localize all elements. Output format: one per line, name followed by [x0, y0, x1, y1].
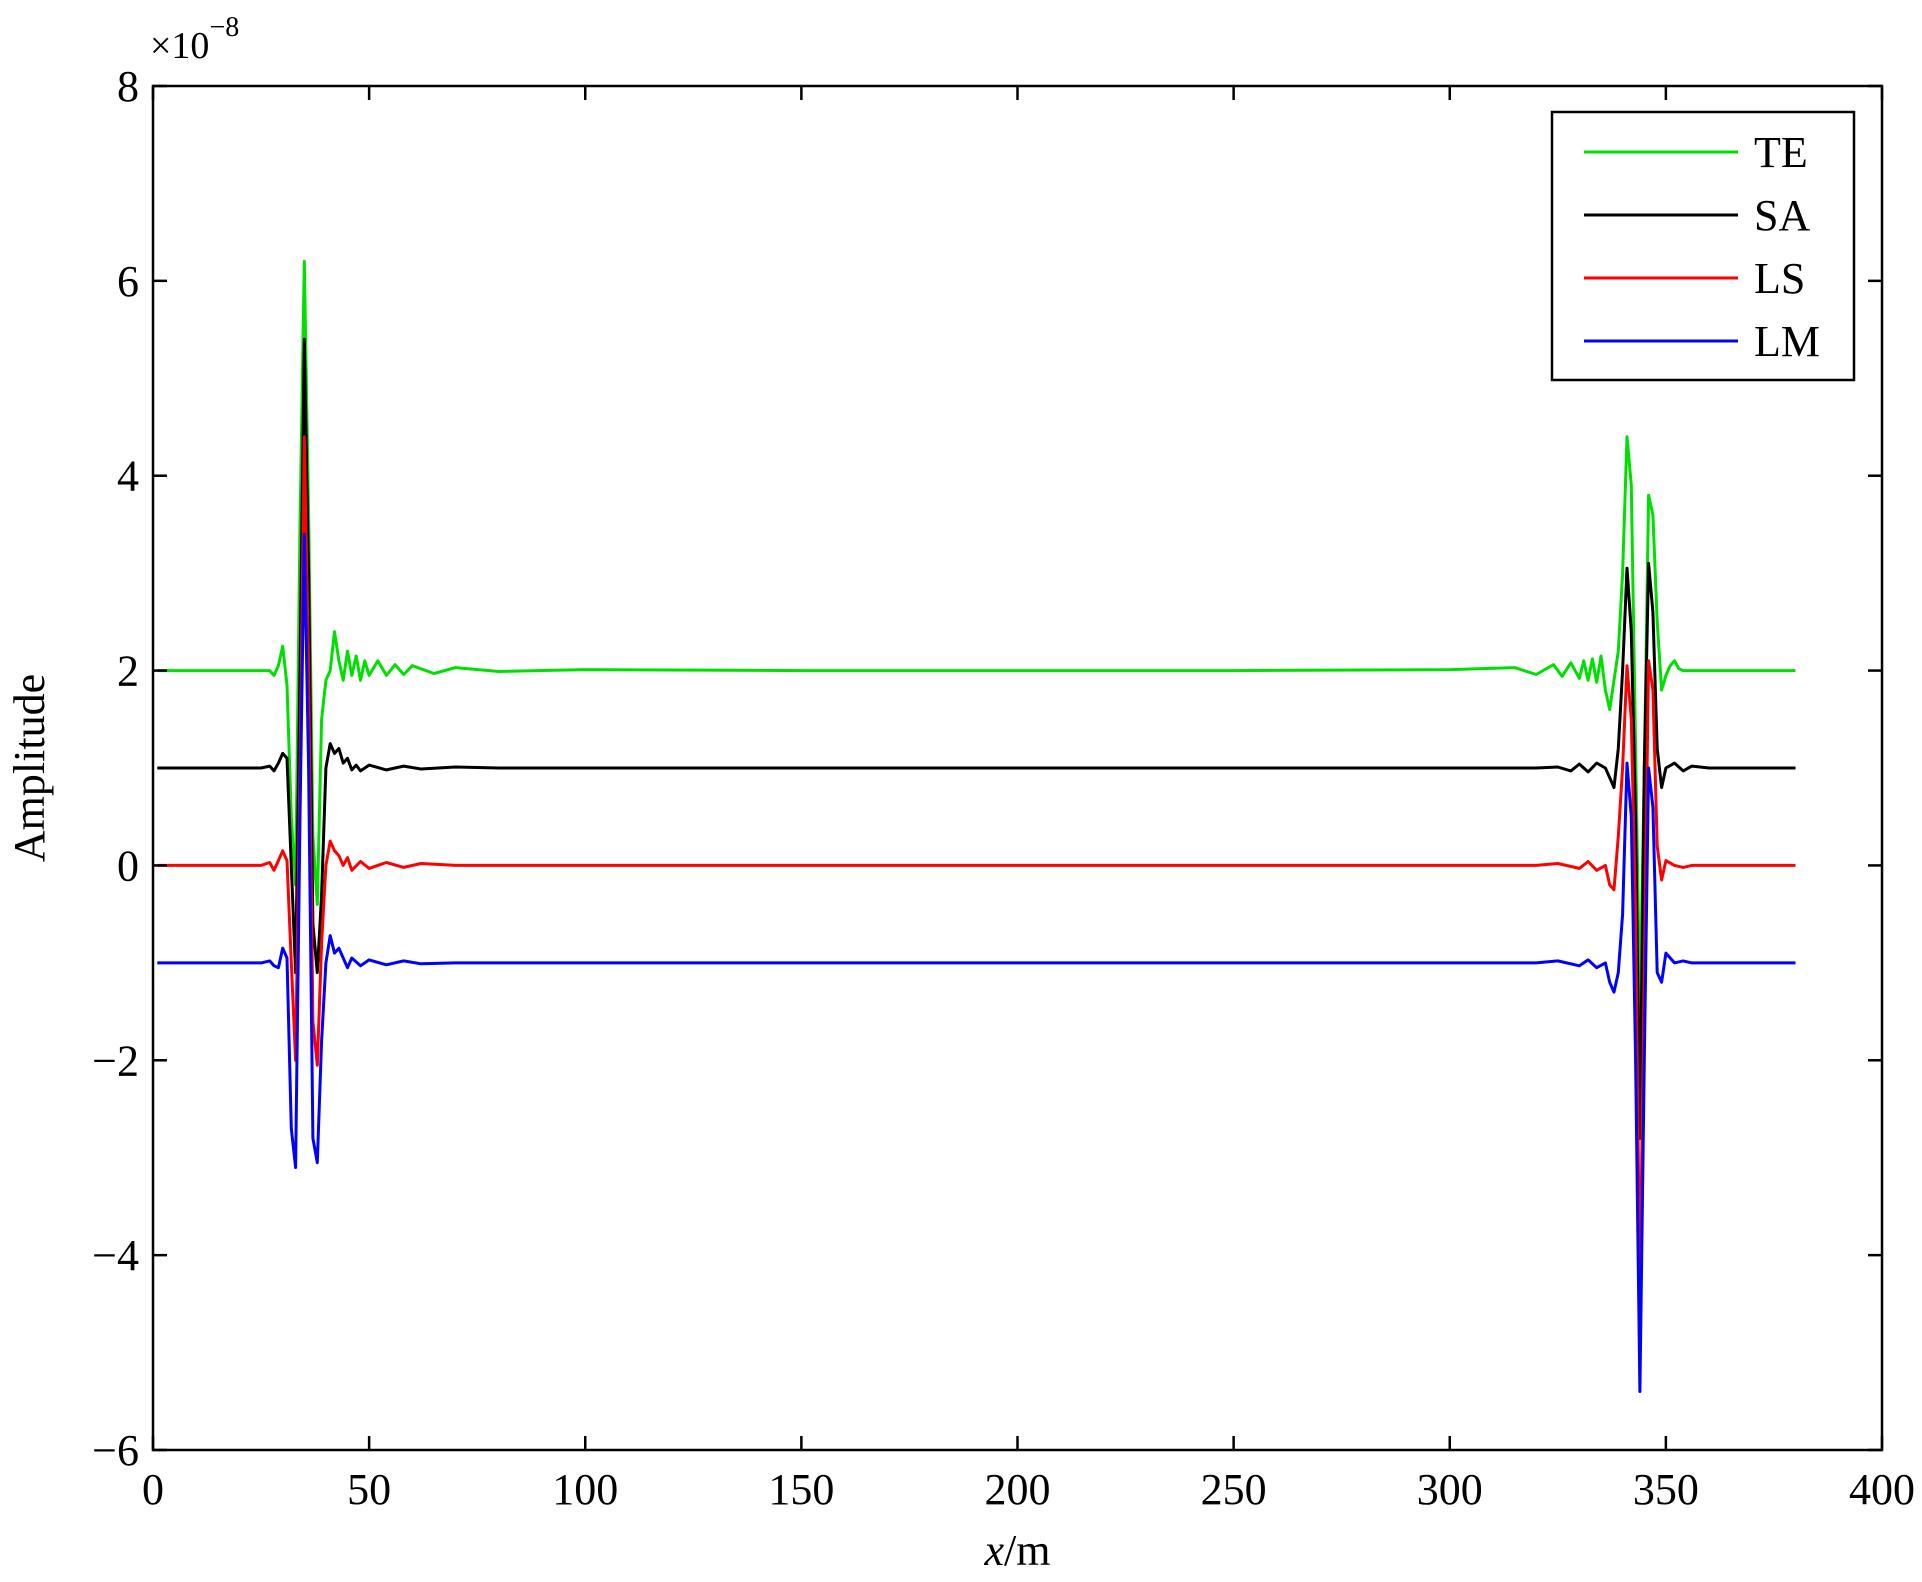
x-axis-label-unit: /m — [1004, 1526, 1050, 1575]
series-layer — [157, 259, 1796, 1393]
x-tick-label: 250 — [1201, 1465, 1267, 1514]
x-tick-label: 0 — [142, 1465, 164, 1514]
legend-label-te: TE — [1754, 128, 1808, 177]
x-axis-label-variable: x — [984, 1526, 1005, 1575]
x-tick-label: 400 — [1849, 1465, 1915, 1514]
plot-frame — [151, 84, 1884, 1452]
y-tick-label: 2 — [117, 647, 139, 696]
exponent-base: ×10 — [150, 25, 209, 67]
x-tick-label: 150 — [768, 1465, 834, 1514]
legend-label-sa: SA — [1754, 191, 1810, 240]
legend-label-lm: LM — [1754, 317, 1820, 366]
exponent-power: −8 — [209, 12, 239, 43]
y-tick-label: 8 — [117, 62, 139, 111]
series-line-ls — [157, 435, 1796, 1306]
x-axis-label: x/m — [984, 1526, 1051, 1575]
legend: TE SA LS LM — [1550, 110, 1856, 382]
y-axis-exponent: ×10−8 — [150, 12, 239, 67]
series-line-te — [157, 259, 1796, 1014]
series-line-lm — [157, 532, 1796, 1393]
x-tick-label: 50 — [347, 1465, 391, 1514]
legend-label-ls: LS — [1754, 254, 1805, 303]
x-tick-label: 100 — [552, 1465, 618, 1514]
ticks-layer: 0 50 100 150 200 250 300 350 400 −6 −4 −2 0 2 4 6 8 — [92, 62, 1915, 1514]
y-tick-label: −2 — [92, 1036, 139, 1085]
legend-box — [1550, 110, 1856, 382]
x-tick-label: 300 — [1417, 1465, 1483, 1514]
y-tick-label: 4 — [117, 452, 139, 501]
x-tick-label: 350 — [1633, 1465, 1699, 1514]
y-axis-label: Amplitude — [5, 674, 54, 862]
y-tick-label: −6 — [92, 1426, 139, 1475]
y-tick-label: 0 — [117, 841, 139, 890]
series-line-sa — [157, 337, 1796, 1140]
x-tick-label: 200 — [985, 1465, 1051, 1514]
y-tick-label: 6 — [117, 257, 139, 306]
y-tick-label: −4 — [92, 1231, 139, 1280]
